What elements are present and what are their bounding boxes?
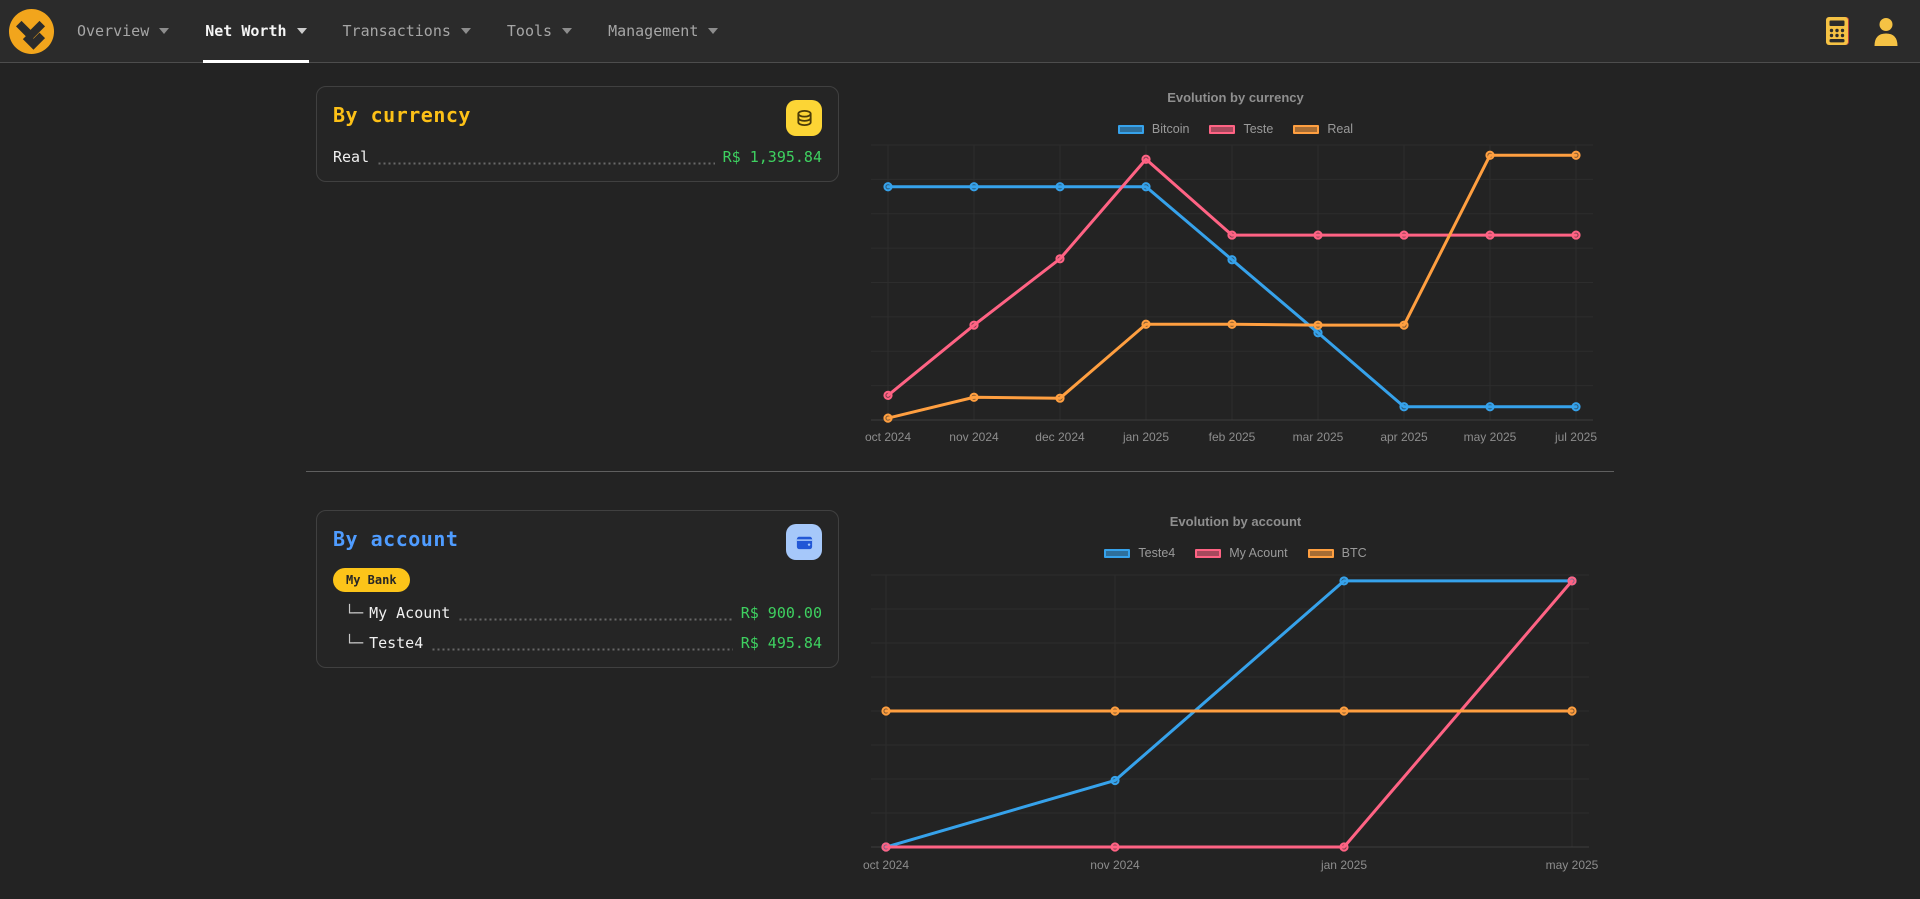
legend-label: Teste4 (1138, 546, 1176, 560)
chevron-down-icon (296, 28, 307, 34)
brand-logo-icon (8, 8, 55, 54)
account-section: By account My Bank └─ My Acount R$ 900.0… (316, 510, 1604, 883)
chart-title: Evolution by currency (1167, 90, 1304, 105)
account-value: R$ 495.84 (740, 634, 822, 652)
nav-item-label: Transactions (342, 22, 451, 40)
svg-text:apr 2025: apr 2025 (1380, 430, 1428, 444)
svg-text:nov 2024: nov 2024 (949, 430, 999, 444)
top-navbar: Overview Net Worth Transactions Tools Ma… (0, 0, 1920, 63)
legend-item-teste4[interactable]: Teste4 (1104, 546, 1175, 560)
legend-item-real[interactable]: Real (1293, 122, 1353, 136)
account-row-my-acount: └─ My Acount R$ 900.00 (333, 604, 822, 622)
wallet-button[interactable] (786, 524, 822, 560)
svg-text:jan 2025: jan 2025 (1122, 430, 1169, 444)
legend-item-bitcoin[interactable]: Bitcoin (1117, 122, 1190, 136)
app-logo[interactable] (8, 8, 55, 55)
nav-item-label: Tools (506, 22, 553, 40)
nav-item-label: Net Worth (205, 22, 287, 40)
chart-legend: Bitcoin Teste Real (867, 119, 1604, 139)
svg-text:nov 2024: nov 2024 (1090, 858, 1140, 872)
legend-swatch (1307, 548, 1334, 558)
bank-badge[interactable]: My Bank (333, 568, 410, 592)
svg-text:oct 2024: oct 2024 (865, 430, 911, 444)
navbar-actions (1824, 16, 1900, 46)
account-label: Teste4 (369, 634, 424, 652)
legend-label: Bitcoin (1151, 122, 1190, 136)
svg-text:jan 2025: jan 2025 (1320, 858, 1367, 872)
coins-button[interactable] (786, 100, 822, 136)
calculator-button[interactable] (1824, 16, 1850, 46)
chevron-down-icon (159, 28, 170, 34)
calculator-icon (1826, 17, 1848, 45)
svg-text:may 2025: may 2025 (1464, 430, 1517, 444)
legend-label: Teste (1243, 122, 1274, 136)
legend-item-btc[interactable]: BTC (1307, 546, 1367, 560)
account-card: By account My Bank └─ My Acount R$ 900.0… (316, 510, 839, 668)
tree-branch-glyph: └─ (345, 634, 364, 652)
currency-chart-block: Evolution by currency Bitcoin Teste Real o… (865, 88, 1604, 457)
currency-value: R$ 1,395.84 (722, 148, 822, 166)
account-row-teste4: └─ Teste4 R$ 495.84 (333, 634, 822, 652)
svg-text:may 2025: may 2025 (1546, 858, 1599, 872)
chart-title: Evolution by account (1169, 514, 1302, 529)
svg-text:feb 2025: feb 2025 (1209, 430, 1256, 444)
user-icon (1874, 18, 1898, 46)
wallet-icon (796, 536, 812, 549)
account-card-title: By account (333, 527, 459, 551)
chart-legend: Teste4 My Acount BTC (867, 543, 1604, 563)
coins-icon (796, 109, 812, 126)
chevron-down-icon (460, 28, 471, 34)
user-button[interactable] (1872, 16, 1900, 46)
nav-item-overview[interactable]: Overview (75, 0, 171, 63)
chevron-down-icon (562, 28, 573, 34)
svg-text:oct 2024: oct 2024 (863, 858, 909, 872)
svg-text:dec 2024: dec 2024 (1035, 430, 1085, 444)
legend-swatch (1293, 124, 1320, 134)
currency-card-title: By currency (333, 103, 471, 127)
legend-item-my-acount[interactable]: My Acount (1195, 546, 1288, 560)
svg-text:jul 2025: jul 2025 (1554, 430, 1597, 444)
nav-item-net-worth[interactable]: Net Worth (203, 0, 309, 63)
dotted-leader (377, 160, 715, 166)
chevron-down-icon (708, 28, 719, 34)
nav-item-management[interactable]: Management (606, 0, 720, 63)
legend-label: My Acount (1229, 546, 1288, 560)
main-content: By currency Real R$ 1,395.84 Evolu (306, 63, 1614, 883)
nav-item-label: Overview (77, 22, 150, 40)
currency-line-chart: oct 2024 nov 2024 dec 2024 jan 2025 feb 2025… (865, 144, 1597, 444)
account-line-chart: oct 2024 nov 2024 jan 2025 may 2025 (863, 574, 1599, 872)
currency-row-real: Real R$ 1,395.84 (333, 148, 822, 166)
account-chart-block: Evolution by account Teste4 My Acount BTC … (863, 512, 1604, 883)
nav-item-transactions[interactable]: Transactions (341, 0, 473, 63)
svg-text:mar 2025: mar 2025 (1293, 430, 1344, 444)
dotted-leader (458, 616, 733, 622)
nav-item-label: Management (608, 22, 699, 40)
section-divider (306, 471, 1614, 472)
legend-swatch (1104, 548, 1131, 558)
currency-label: Real (333, 148, 370, 166)
account-label: My Acount (369, 604, 451, 622)
currency-section: By currency Real R$ 1,395.84 Evolu (316, 86, 1604, 457)
nav-item-tools[interactable]: Tools (505, 0, 574, 63)
legend-swatch (1117, 124, 1144, 134)
currency-card: By currency Real R$ 1,395.84 (316, 86, 839, 182)
legend-swatch (1209, 124, 1236, 134)
legend-swatch (1195, 548, 1222, 558)
legend-label: Real (1327, 122, 1354, 136)
legend-label: BTC (1341, 546, 1367, 560)
nav-menu: Overview Net Worth Transactions Tools Ma… (75, 0, 1824, 63)
tree-branch-glyph: └─ (345, 604, 364, 622)
legend-item-teste[interactable]: Teste (1209, 122, 1273, 136)
dotted-leader (431, 646, 733, 652)
account-value: R$ 900.00 (740, 604, 822, 622)
